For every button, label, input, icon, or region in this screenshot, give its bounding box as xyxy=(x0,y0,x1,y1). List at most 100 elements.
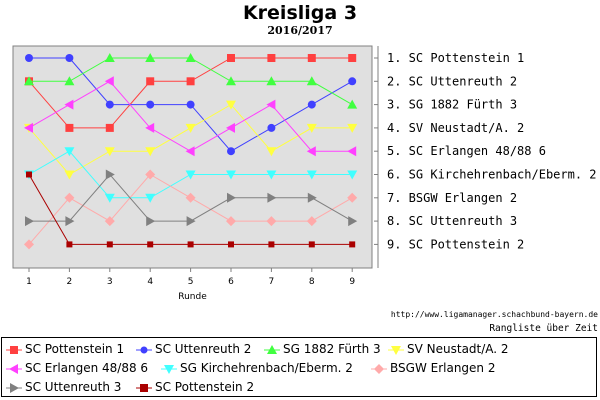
series-6-point xyxy=(347,170,358,180)
series-5-point xyxy=(266,99,276,110)
series-3-point xyxy=(185,53,196,62)
series-6-point xyxy=(104,193,115,203)
legend-item: SC Pottenstein 2 xyxy=(136,378,254,396)
series-9-point xyxy=(228,241,234,248)
series-5-point xyxy=(347,146,357,157)
legend-item: SV Neustadt/A. 2 xyxy=(388,340,509,358)
legend-item: SC Uttenreuth 2 xyxy=(136,340,251,358)
legend-item: SC Erlangen 48/88 6 xyxy=(6,359,148,377)
series-3-point xyxy=(306,76,317,86)
legend-item: SG 1882 Fürth 3 xyxy=(264,340,381,358)
ranking-label: 5. SC Erlangen 48/88 6 xyxy=(387,144,546,158)
series-8-point xyxy=(186,216,196,227)
series-5-point xyxy=(185,146,195,157)
legend-swatch xyxy=(388,345,404,355)
x-tick-label: 8 xyxy=(309,277,315,287)
series-9-point xyxy=(187,241,194,248)
series-5-point xyxy=(24,122,33,133)
legend-swatch xyxy=(161,364,177,374)
series-2-point xyxy=(348,77,357,86)
legend-item: SC Uttenreuth 3 xyxy=(6,378,121,396)
series-8-point xyxy=(307,192,317,203)
series-3-point xyxy=(347,99,358,109)
series-2-point xyxy=(25,54,33,62)
series-6-point xyxy=(145,193,156,203)
ranking-label: 4. SV Neustadt/A. 2 xyxy=(387,121,524,135)
x-tick-label: 4 xyxy=(147,277,153,287)
series-3-point xyxy=(24,76,34,86)
x-tick-label: 5 xyxy=(188,277,194,287)
series-8-point xyxy=(65,216,75,227)
series-2-point xyxy=(65,54,74,62)
series-1-point xyxy=(227,54,235,62)
series-1-point xyxy=(146,77,155,86)
legend: SC Pottenstein 1 SC Uttenreuth 2 SG 1882 F… xyxy=(1,337,597,397)
series-9-point xyxy=(349,241,356,248)
series-7-point xyxy=(266,216,277,227)
series-5-point xyxy=(104,76,114,87)
x-tick-label: 2 xyxy=(67,277,73,287)
series-5-point xyxy=(226,122,235,133)
x-tick-label: 7 xyxy=(269,277,275,287)
series-7-point xyxy=(226,216,236,227)
legend-item: SC Pottenstein 1 xyxy=(6,340,124,358)
legend-swatch xyxy=(6,345,22,354)
series-5-point xyxy=(306,146,316,157)
series-8-point xyxy=(105,169,115,180)
series-7-point xyxy=(145,169,156,180)
legend-item: BSGW Erlangen 2 xyxy=(371,359,495,377)
x-tick-label: 3 xyxy=(107,277,113,287)
legend-swatch xyxy=(136,383,152,392)
series-8-point xyxy=(25,216,34,227)
ranking-label: 6. SG Kirchehrenbach/Eberm. 2 xyxy=(387,168,597,182)
series-9-point xyxy=(26,171,32,178)
legend-swatch xyxy=(371,363,387,374)
credit-url: http://www.ligamanager.schachbund-bayern… xyxy=(390,310,598,319)
series-4-point xyxy=(226,100,236,110)
legend-item: SG Kirchehrenbach/Eberm. 2 xyxy=(161,359,353,377)
series-6-point xyxy=(226,170,236,180)
x-tick-label: 6 xyxy=(228,277,234,287)
series-4-point xyxy=(104,147,115,157)
legend-label: SC Uttenreuth 2 xyxy=(155,342,252,356)
legend-label: SC Pottenstein 1 xyxy=(25,342,125,356)
series-7-point xyxy=(347,192,358,203)
ranking-label: 7. BSGW Erlangen 2 xyxy=(387,191,517,205)
series-1-point xyxy=(267,54,276,62)
series-2-point xyxy=(267,123,276,132)
series-4-point xyxy=(185,123,196,133)
x-tick-label: 9 xyxy=(349,277,355,287)
legend-swatch xyxy=(6,382,22,393)
series-8-point xyxy=(267,192,277,203)
series-7-point xyxy=(104,216,115,227)
series-7-point xyxy=(24,239,34,250)
series-8-point xyxy=(146,216,156,227)
series-3-point xyxy=(266,76,277,86)
ranking-label: 1. SC Pottenstein 1 xyxy=(387,51,524,65)
series-4-point xyxy=(347,123,358,133)
series-4-point xyxy=(64,170,75,180)
x-axis-label: Runde xyxy=(178,292,207,302)
legend-label: SC Erlangen 48/88 6 xyxy=(25,361,149,375)
series-3-point xyxy=(64,76,75,86)
series-2-point xyxy=(227,147,235,156)
series-1-point xyxy=(186,77,195,86)
series-2-point xyxy=(186,100,195,109)
series-9-point xyxy=(147,241,154,248)
legend-label: SV Neustadt/A. 2 xyxy=(407,342,509,356)
chart-title: Kreisliga 3 xyxy=(242,2,358,24)
series-2-point xyxy=(307,100,316,109)
series-9-point xyxy=(268,241,275,248)
series-7-point xyxy=(64,192,75,203)
series-9-point xyxy=(66,241,73,248)
series-2-point xyxy=(105,100,114,109)
series-4-point xyxy=(266,147,277,157)
series-1-point xyxy=(348,54,357,62)
legend-label: BSGW Erlangen 2 xyxy=(390,361,496,375)
series-7-point xyxy=(306,216,317,227)
ranking-label: 8. SC Uttenreuth 3 xyxy=(387,214,517,228)
chart-subtitle: 2016/2017 xyxy=(267,24,333,37)
legend-label: SG 1882 Fürth 3 xyxy=(283,342,381,356)
series-3-point xyxy=(145,53,156,62)
series-7-point xyxy=(185,192,196,203)
